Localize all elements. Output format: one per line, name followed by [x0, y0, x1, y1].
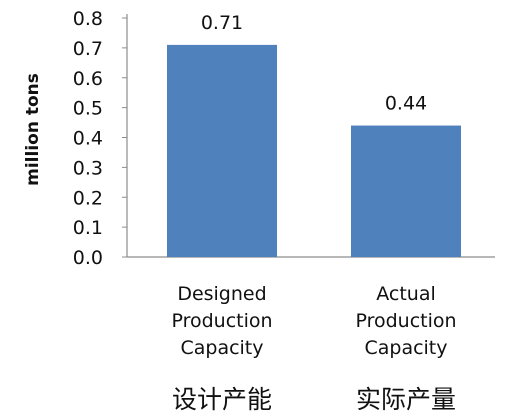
data-label: 0.44 [385, 93, 427, 115]
category-label-group: Actual Production Capacity 实际产量 [355, 283, 456, 414]
bar [167, 44, 277, 258]
y-tick-label: 0.0 [73, 247, 103, 269]
y-tick-label: 0.5 [73, 98, 103, 120]
y-axis-title: million tons [23, 73, 43, 186]
category-label-chinese: 实际产量 [356, 385, 456, 414]
y-tick-label: 0.4 [73, 128, 103, 150]
y-tick-label: 0.3 [73, 157, 103, 179]
category-label-line: Capacity [364, 337, 447, 359]
y-tick-label: 0.6 [73, 68, 103, 90]
data-label: 0.71 [201, 12, 243, 34]
category-label-line: Actual [376, 283, 436, 305]
category-label-group: Designed Production Capacity 设计产能 [171, 283, 272, 414]
category-label-line: Production [171, 310, 272, 332]
y-axis-ticks: 0.0 0.1 0.2 0.3 0.4 0.5 0.6 0.7 0.8 [73, 8, 127, 269]
y-axis-title-group: million tons [23, 73, 43, 186]
category-label-line: Designed [177, 283, 266, 305]
category-label-chinese: 设计产能 [172, 385, 272, 414]
y-tick-label: 0.1 [73, 217, 103, 239]
category-labels: Designed Production Capacity 设计产能 Actual Prod… [171, 283, 456, 414]
y-tick-label: 0.7 [73, 38, 103, 60]
bar [351, 125, 461, 257]
y-tick-label: 0.2 [73, 187, 103, 209]
data-labels: 0.71 0.44 [201, 12, 427, 115]
category-label-line: Production [355, 310, 456, 332]
bars [167, 44, 461, 258]
y-tick-label: 0.8 [73, 8, 103, 30]
category-label-line: Capacity [180, 337, 263, 359]
